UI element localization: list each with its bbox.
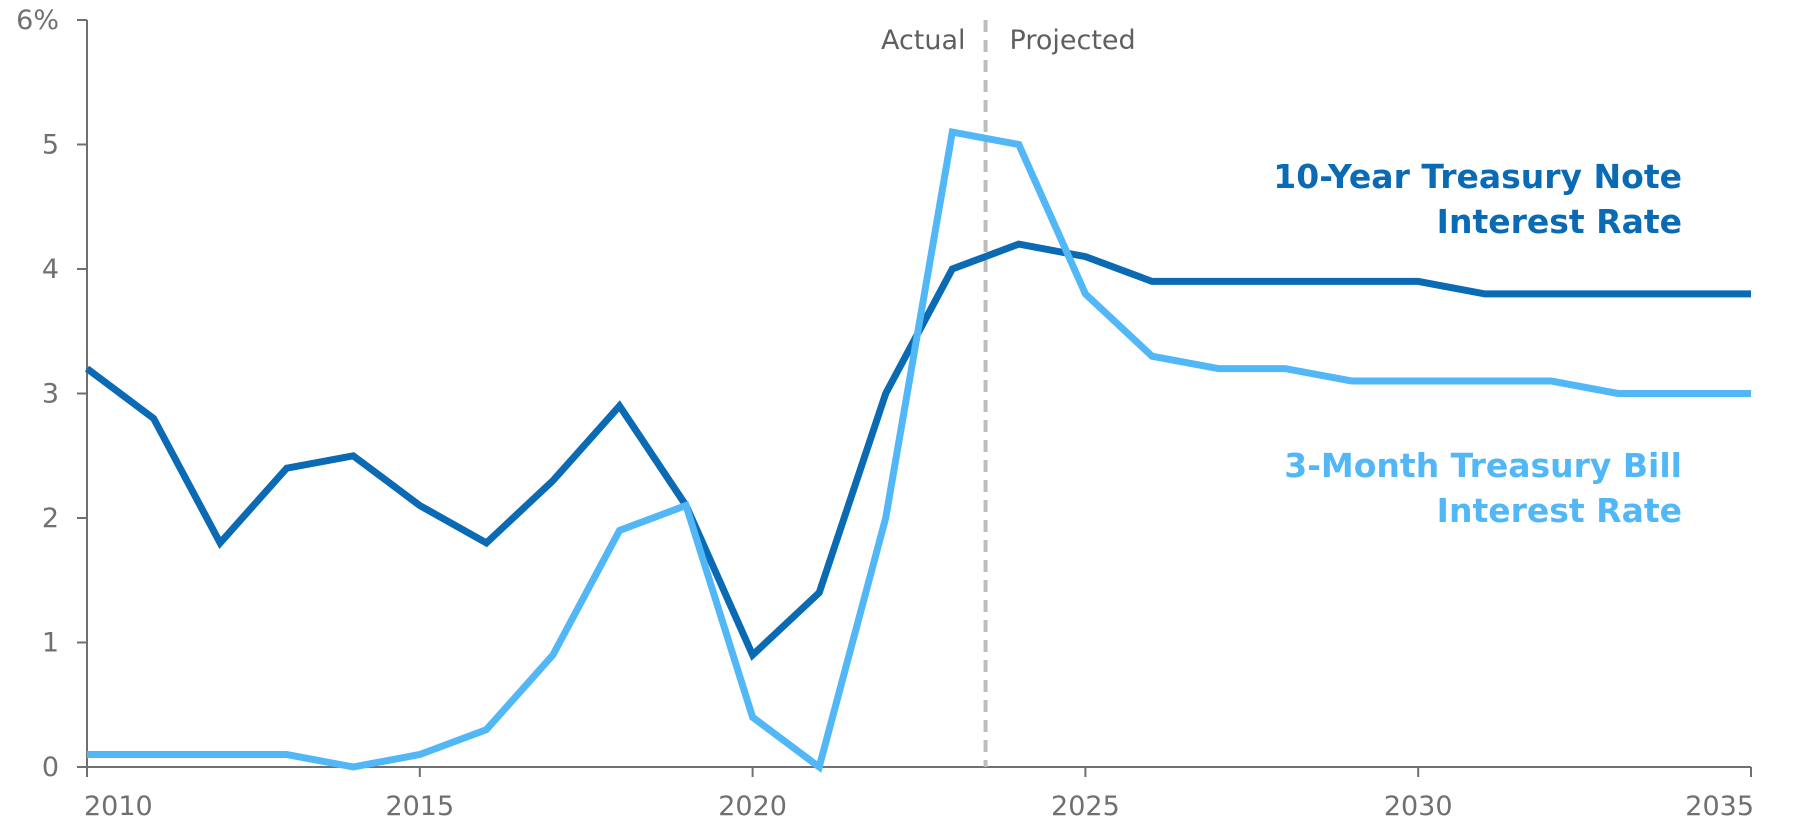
x-tick-label: 2025 [1051,791,1120,822]
three-month-bill-line [87,128,1751,773]
ten-year-note-label: Interest Rate [1437,202,1682,241]
x-tick-label: 2015 [385,791,454,822]
series-lines [84,128,1751,773]
y-tick-label: 5 [42,130,59,161]
actual-projected-divider: Actual Projected [881,20,1136,767]
series-labels: 10-Year Treasury Note Interest Rate 3-Mont… [1273,157,1682,530]
y-tick-label: 3 [42,379,59,410]
x-tick-label: 2030 [1384,791,1453,822]
axes: 0 1 2 3 4 5 6% 2010 2015 2020 2025 2030 2035 [16,5,1754,822]
y-tick-label: 1 [42,628,59,659]
x-tick-label: 2035 [1685,791,1754,822]
y-tick-label: 4 [42,254,59,285]
ten-year-note-label: 10-Year Treasury Note [1273,157,1682,196]
three-month-bill-label: Interest Rate [1437,491,1682,530]
y-tick-label: 2 [42,503,59,534]
three-month-bill-label: 3-Month Treasury Bill [1284,446,1682,485]
y-tick-label: 6% [16,5,59,36]
x-tick-label: 2020 [718,791,787,822]
x-tick-label: 2010 [84,791,153,822]
y-tick-label: 0 [42,752,59,783]
projected-label: Projected [1010,25,1136,56]
actual-label: Actual [881,25,966,56]
